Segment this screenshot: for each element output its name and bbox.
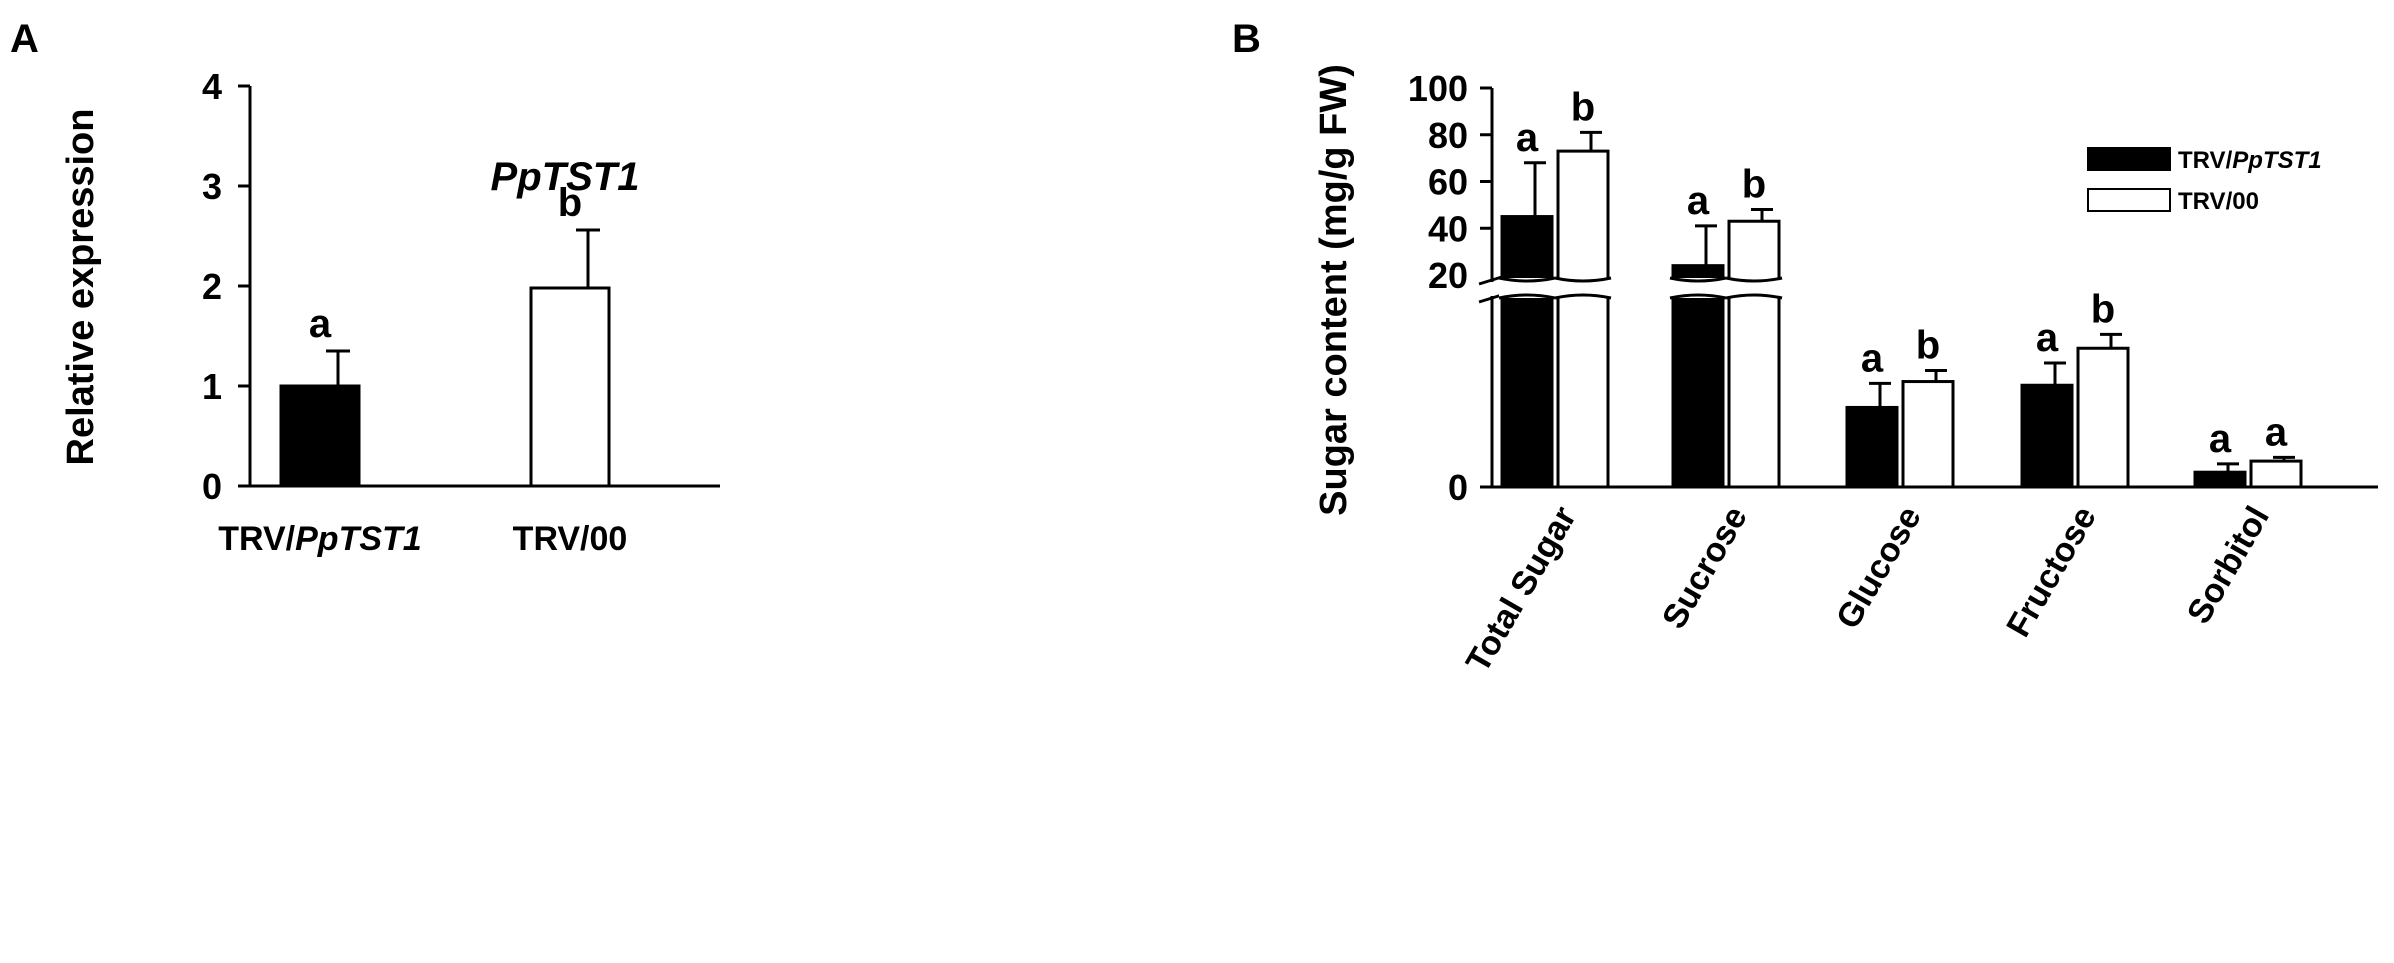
- panel-b-y-tick-label: 80: [1428, 115, 1468, 156]
- panel-a-category-label: TRV/PpTST1: [218, 520, 421, 558]
- panel-b-bar-total-sugar-trv-00: [1556, 149, 1610, 489]
- panel-b-significance-letter: a: [1861, 336, 1884, 380]
- panel-b-bar-break-gap: [1555, 278, 1611, 298]
- panel-b-bar-fructose-trv-pptst1: [2020, 383, 2074, 489]
- legend: TRV/PpTST1 TRV/00: [2087, 147, 2322, 215]
- panel-b-bar-break-edge: [1725, 293, 1783, 300]
- panel-b-bar-sorbitol-trv-00: [2249, 459, 2303, 489]
- panel-b-significance-letter: a: [1516, 116, 1539, 160]
- panel-b-bar-break-gap: [1670, 278, 1726, 298]
- legend-swatch-trv-00: [2087, 188, 2171, 212]
- panel-b-category-label-glucose: Glucose: [1829, 500, 1929, 635]
- panel-b-significance-letter: b: [1571, 85, 1595, 129]
- panel-a-chart: PpTST1 Relative expression 0 1 2 3 4 a TRV/PpT…: [60, 66, 720, 558]
- panel-b-bar-break-edge: [1498, 276, 1556, 283]
- panel-a-y-axis-label: Relative expression: [60, 109, 102, 466]
- panel-a-category-label: TRV/00: [513, 520, 628, 558]
- panel-a-significance-letter: b: [558, 181, 582, 225]
- panel-b-y-tick-label: 60: [1428, 162, 1468, 203]
- panel-a-gene-title: PpTST1: [491, 155, 640, 199]
- panel-a-bar-trv-00: [529, 286, 611, 488]
- panel-b-significance-letter: a: [1687, 179, 1710, 223]
- panel-b-category-label-sorbitol: Sorbitol: [2180, 500, 2277, 630]
- panel-b-significance-letter: a: [2036, 316, 2059, 360]
- panel-b-y-tick-label: 100: [1408, 68, 1468, 109]
- panel-b-bar-total-sugar-trv-pptst1: [1500, 215, 1554, 489]
- panel-b-bar-break-gap: [1499, 278, 1555, 298]
- legend-label-trv-00: TRV/00: [2178, 188, 2259, 215]
- panel-b-significance-letter: a: [2209, 417, 2232, 461]
- panel-b-y-tick-label: 40: [1428, 208, 1468, 249]
- panel-b-bar-break-edge: [1554, 293, 1612, 300]
- panel-b-category-label-total-sugar: Total Sugar: [1459, 500, 1584, 679]
- panel-b-bar-break-gap: [1726, 278, 1782, 298]
- panel-b-y-tick-label: 0: [1448, 467, 1468, 508]
- panel-a-y-tick-label: 3: [202, 166, 222, 207]
- panel-b-bar-break-edge: [1725, 276, 1783, 283]
- panel-a-y-tick-label: 0: [202, 466, 222, 507]
- panel-b-bar-glucose-trv-00: [1901, 380, 1955, 489]
- panel-b-letter: B: [1232, 17, 1261, 61]
- panel-a-letter: A: [10, 17, 39, 61]
- panel-b-bar-glucose-trv-pptst1: [1845, 405, 1899, 489]
- panel-b-bar-break-edge: [1669, 276, 1727, 283]
- legend-label-trv-pptst1: TRV/PpTST1: [2178, 147, 2322, 174]
- panel-b-category-label-fructose: Fructose: [1999, 500, 2104, 643]
- panel-b-bar-fructose-trv-00: [2076, 346, 2130, 489]
- panel-a-y-tick-label: 4: [202, 66, 222, 107]
- panel-b-category-label-sucrose: Sucrose: [1655, 500, 1755, 635]
- panel-a-y-tick-label: 2: [202, 266, 222, 307]
- panel-a-significance-letter: a: [309, 302, 332, 346]
- legend-swatch-trv-pptst1: [2087, 147, 2171, 171]
- panel-b-bar-break-edge: [1554, 276, 1612, 283]
- panel-b-bar-sorbitol-trv-pptst1: [2193, 470, 2247, 489]
- panel-b-significance-letter: b: [2091, 287, 2115, 331]
- panel-b-y-tick-label: 20: [1428, 255, 1468, 296]
- panel-a-y-tick-label: 1: [202, 366, 222, 407]
- panel-b-y-axis-label: Sugar content (mg/g FW): [1313, 64, 1355, 516]
- panel-b-significance-letter: a: [2265, 410, 2288, 454]
- panel-b-significance-letter: b: [1916, 323, 1940, 367]
- panel-b-bar-break-edge: [1669, 293, 1727, 300]
- panel-b-bar-break-edge: [1498, 293, 1556, 300]
- panel-b-bar-sucrose-trv-pptst1: [1671, 264, 1725, 489]
- panel-b-bar-sucrose-trv-00: [1727, 219, 1781, 489]
- panel-b-significance-letter: b: [1742, 163, 1766, 207]
- panel-a-bar-trv-pptst1: [279, 384, 361, 488]
